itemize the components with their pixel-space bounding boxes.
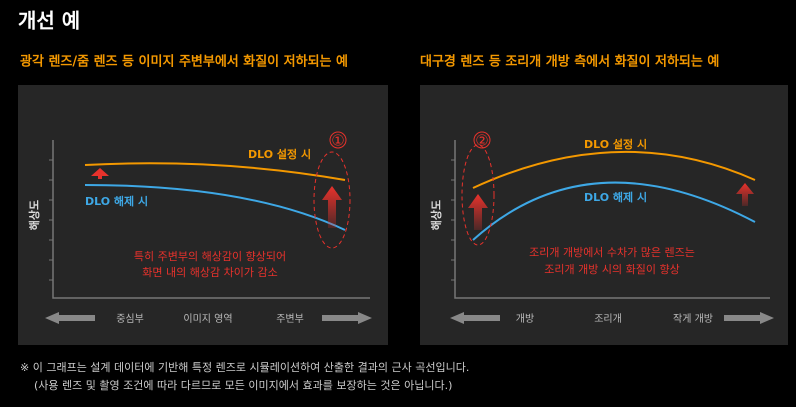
arrow-right: [724, 312, 774, 324]
y-ticks: [451, 159, 455, 281]
annotation: 화면 내의 해상감 차이가 감소: [142, 265, 277, 279]
curve-off: [84, 184, 346, 231]
panel-title: 대구경 렌즈 등 조리개 개방 측에서 화질이 저하되는 예: [420, 54, 719, 70]
up-arrow: [736, 183, 754, 206]
marker: ②: [475, 132, 488, 150]
curve-label: DLO 설정 시: [584, 137, 647, 151]
up-arrow: [322, 186, 342, 228]
x-label: 이미지 영역: [183, 313, 232, 325]
title: 개선 예: [18, 9, 80, 33]
marker: ①: [331, 132, 344, 150]
arrow-right: [322, 312, 372, 324]
note: (사용 렌즈 및 촬영 조건에 따라 다르므로 모든 이미지에서 효과를 보장하…: [34, 378, 452, 392]
arrow-left: [45, 312, 95, 324]
curve-on: [472, 150, 756, 189]
axes: [454, 140, 770, 299]
annotation: 특히 주변부의 해상감이 향상되어: [134, 249, 286, 263]
y-ticks: [49, 159, 53, 281]
annotation: 조리개 개방 시의 화질이 향상: [544, 263, 679, 276]
panel: [18, 85, 388, 345]
marker-circle: [329, 131, 347, 149]
panel-title: 광각 렌즈/줌 렌즈 등 이미지 주변부에서 화질이 저하되는 예: [20, 54, 348, 70]
curve-label: DLO 해제 시: [85, 194, 148, 208]
curve-label: DLO 설정 시: [248, 147, 311, 161]
up-arrow: [468, 194, 488, 230]
highlight: [461, 144, 495, 246]
note: ※ 이 그래프는 설계 데이터에 기반해 특정 렌즈로 시뮬레이션하여 산출한 …: [20, 360, 469, 374]
x-label: 조리개: [594, 313, 622, 325]
axes: [52, 140, 370, 299]
highlight: [313, 151, 351, 249]
x-label: 작게 개방: [673, 313, 713, 325]
curve-off: [472, 181, 756, 241]
curve-label: DLO 해제 시: [584, 190, 647, 204]
curve-on: [84, 162, 346, 181]
x-label: 주변부: [276, 313, 304, 325]
up-arrow: [91, 168, 109, 179]
y-label: 해상도: [429, 200, 443, 230]
x-label: 중심부: [116, 313, 144, 325]
marker-circle: [473, 131, 491, 149]
arrow-left: [450, 312, 500, 324]
y-label: 해상도: [27, 200, 41, 230]
annotation: 조리개 개방에서 수차가 많은 렌즈는: [529, 246, 695, 259]
x-label: 개방: [516, 313, 534, 325]
